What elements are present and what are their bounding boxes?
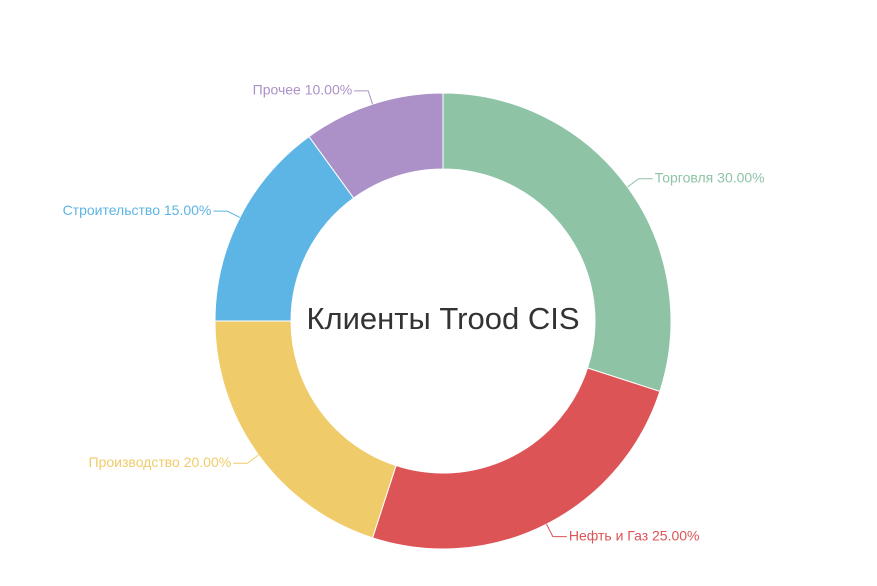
slice-4[interactable]	[308, 92, 444, 199]
slice-label-2: Производство 20.00%	[89, 454, 232, 470]
slice-label-1: Нефть и Газ 25.00%	[569, 527, 700, 543]
slice-2[interactable]	[214, 320, 397, 539]
slice-label-3: Строительство 15.00%	[63, 202, 212, 218]
labels-group: Торговля 30.00% Нефть и Газ 25.00% Произво…	[63, 82, 765, 544]
leader-line-0	[627, 178, 653, 188]
slice-1[interactable]	[371, 367, 661, 550]
slice-label-4: Прочее 10.00%	[253, 82, 353, 98]
leader-line-3	[213, 210, 241, 218]
leader-line-1	[546, 523, 567, 538]
slice-0[interactable]	[442, 92, 672, 393]
leader-line-4	[354, 90, 374, 105]
slice-label-0: Торговля 30.00%	[655, 169, 765, 185]
slices-group	[214, 92, 672, 550]
leader-lines-group	[213, 90, 653, 538]
chart-title: Клиенты Trood CIS	[306, 301, 579, 336]
leader-line-2	[233, 454, 259, 464]
